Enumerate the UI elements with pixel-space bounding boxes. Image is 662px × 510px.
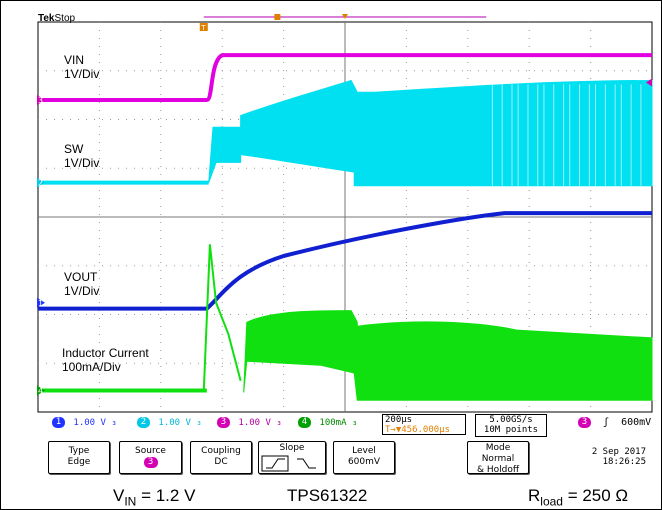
ch4-scale: 100mA <box>319 418 347 428</box>
trigger-position-label: T <box>200 24 206 32</box>
il-scale: 100mA/Div <box>62 360 121 374</box>
source-value-badge: 3 <box>143 457 158 468</box>
trigger-level-marker <box>646 78 652 87</box>
vin-caption-symbol: V <box>113 486 125 505</box>
vin-caption-value: = 1.2 V <box>136 486 196 505</box>
ch1-scale: 1.00 V <box>73 418 106 428</box>
trigger-level: 600mV <box>621 417 652 428</box>
trigger-slope-icon: ʃ <box>603 417 610 428</box>
sw-name: SW <box>64 142 84 156</box>
level-title: Level <box>352 446 376 456</box>
ch4-badge: 4 <box>298 417 311 428</box>
ch1-marker-label: 1 <box>38 299 43 308</box>
ch1-badge: 1 <box>52 417 65 428</box>
brand-logo: Tek <box>38 13 55 24</box>
ch1-readout[interactable]: 1 1.00 V ₃ <box>52 417 117 430</box>
date: 2 Sep 2017 <box>591 447 646 457</box>
vin-scale: 1V/Div <box>64 67 100 81</box>
source-title: Source <box>135 446 166 456</box>
sw-label: SW 1V/Div <box>64 142 99 170</box>
time: 18:26:25 <box>602 457 646 467</box>
trigger-position-marker <box>199 23 208 31</box>
falling-slope-icon[interactable] <box>297 458 316 469</box>
vout-name: VOUT <box>64 270 98 284</box>
vout-scale: 1V/Div <box>64 284 100 298</box>
vin-caption: VIN = 1.2 V <box>113 486 195 508</box>
record-length: 10M points <box>483 425 539 435</box>
vout-trace <box>38 211 652 311</box>
waveform-traces <box>38 53 653 401</box>
type-value: Edge <box>67 457 91 467</box>
ch2-badge: 2 <box>137 417 150 428</box>
ch2-marker <box>37 177 45 188</box>
vin-label: VIN 1V/Div <box>64 53 99 81</box>
slope-softkey[interactable]: Slope <box>258 441 326 474</box>
sample-rate: 5.00GS/s <box>489 415 533 425</box>
ch4-bw-icon: ₃ <box>351 418 358 428</box>
sw-scale: 1V/Div <box>64 156 100 170</box>
coupling-title: Coupling <box>201 446 241 456</box>
ch4-marker <box>37 385 45 396</box>
datetime-readout: 2 Sep 2017 18:26:25 <box>578 447 646 470</box>
ch3-readout[interactable]: 3 1.00 V ₃ <box>217 417 282 430</box>
il-switching-band <box>243 310 653 401</box>
ch3-bw-icon: ₃ <box>276 418 282 428</box>
sw-switching-band <box>208 79 653 187</box>
scope-status: TekStop <box>38 13 75 25</box>
vin-name: VIN <box>64 53 85 67</box>
vin-caption-subscript: IN <box>124 494 137 509</box>
type-title: Type <box>68 446 90 456</box>
ch4-readout[interactable]: 4 100mA ₃ <box>298 417 357 430</box>
ch4-marker-label: 4 <box>38 387 43 396</box>
expansion-point-icon <box>342 14 348 19</box>
il-name: Inductor Current <box>62 346 149 360</box>
mode-value: Normal <box>481 454 515 464</box>
run-status: Stop <box>54 13 76 24</box>
level-softkey[interactable]: Level 600mV <box>333 441 395 474</box>
ch2-scale: 1.00 V <box>158 418 191 428</box>
rload-caption-symbol: R <box>528 486 541 505</box>
rload-caption-value: = 250 Ω <box>562 486 629 505</box>
mode-title: Mode <box>485 443 511 453</box>
ch1-bw-icon: ₃ <box>111 418 117 428</box>
slope-icons <box>261 455 316 472</box>
rising-edge-glyph <box>266 458 285 469</box>
il-spike <box>202 244 242 391</box>
channel-markers: 3 2 1 4 T <box>37 14 652 396</box>
ch3-badge: 3 <box>217 417 230 428</box>
level-value: 600mV <box>347 457 381 467</box>
mode-softkey[interactable]: Mode Normal & Holdoff <box>467 441 529 475</box>
acquisition-readout[interactable]: 5.00GS/s 10M points <box>475 414 547 437</box>
ch2-bw-icon: ₃ <box>196 418 202 428</box>
trigger-source-badge: 3 <box>578 416 591 428</box>
vin-trace <box>38 53 652 102</box>
timebase-scale: 200µs <box>385 415 413 425</box>
ch3-scale: 1.00 V <box>238 418 271 428</box>
ch3-marker-label: 3 <box>38 96 43 105</box>
trigger-readout[interactable]: 3 ʃ 600mV <box>578 416 651 429</box>
part-number: TPS61322 <box>287 486 368 505</box>
inductor-current-label: Inductor Current 100mA/Div <box>62 346 149 374</box>
ch2-readout[interactable]: 2 1.00 V ₃ <box>137 417 202 430</box>
coupling-value: DC <box>214 457 228 467</box>
ch3-marker <box>37 95 45 105</box>
mode-holdoff: & Holdoff <box>476 465 520 475</box>
ch1-marker <box>37 297 45 308</box>
type-softkey[interactable]: Type Edge <box>48 441 110 474</box>
coupling-softkey[interactable]: Coupling DC <box>190 441 252 474</box>
ch2-marker-label: 2 <box>38 179 43 188</box>
source-softkey[interactable]: Source 3 <box>119 441 182 474</box>
trigger-delay: T→▼456.000µs <box>385 425 451 435</box>
record-trigger-icon <box>274 14 281 20</box>
rload-caption-subscript: load <box>540 494 563 509</box>
vout-label: VOUT 1V/Div <box>64 270 99 298</box>
slope-title: Slope <box>279 443 305 453</box>
rload-caption: Rload = 250 Ω <box>528 486 628 508</box>
timebase-readout[interactable]: 200µs T→▼456.000µs <box>382 414 466 435</box>
